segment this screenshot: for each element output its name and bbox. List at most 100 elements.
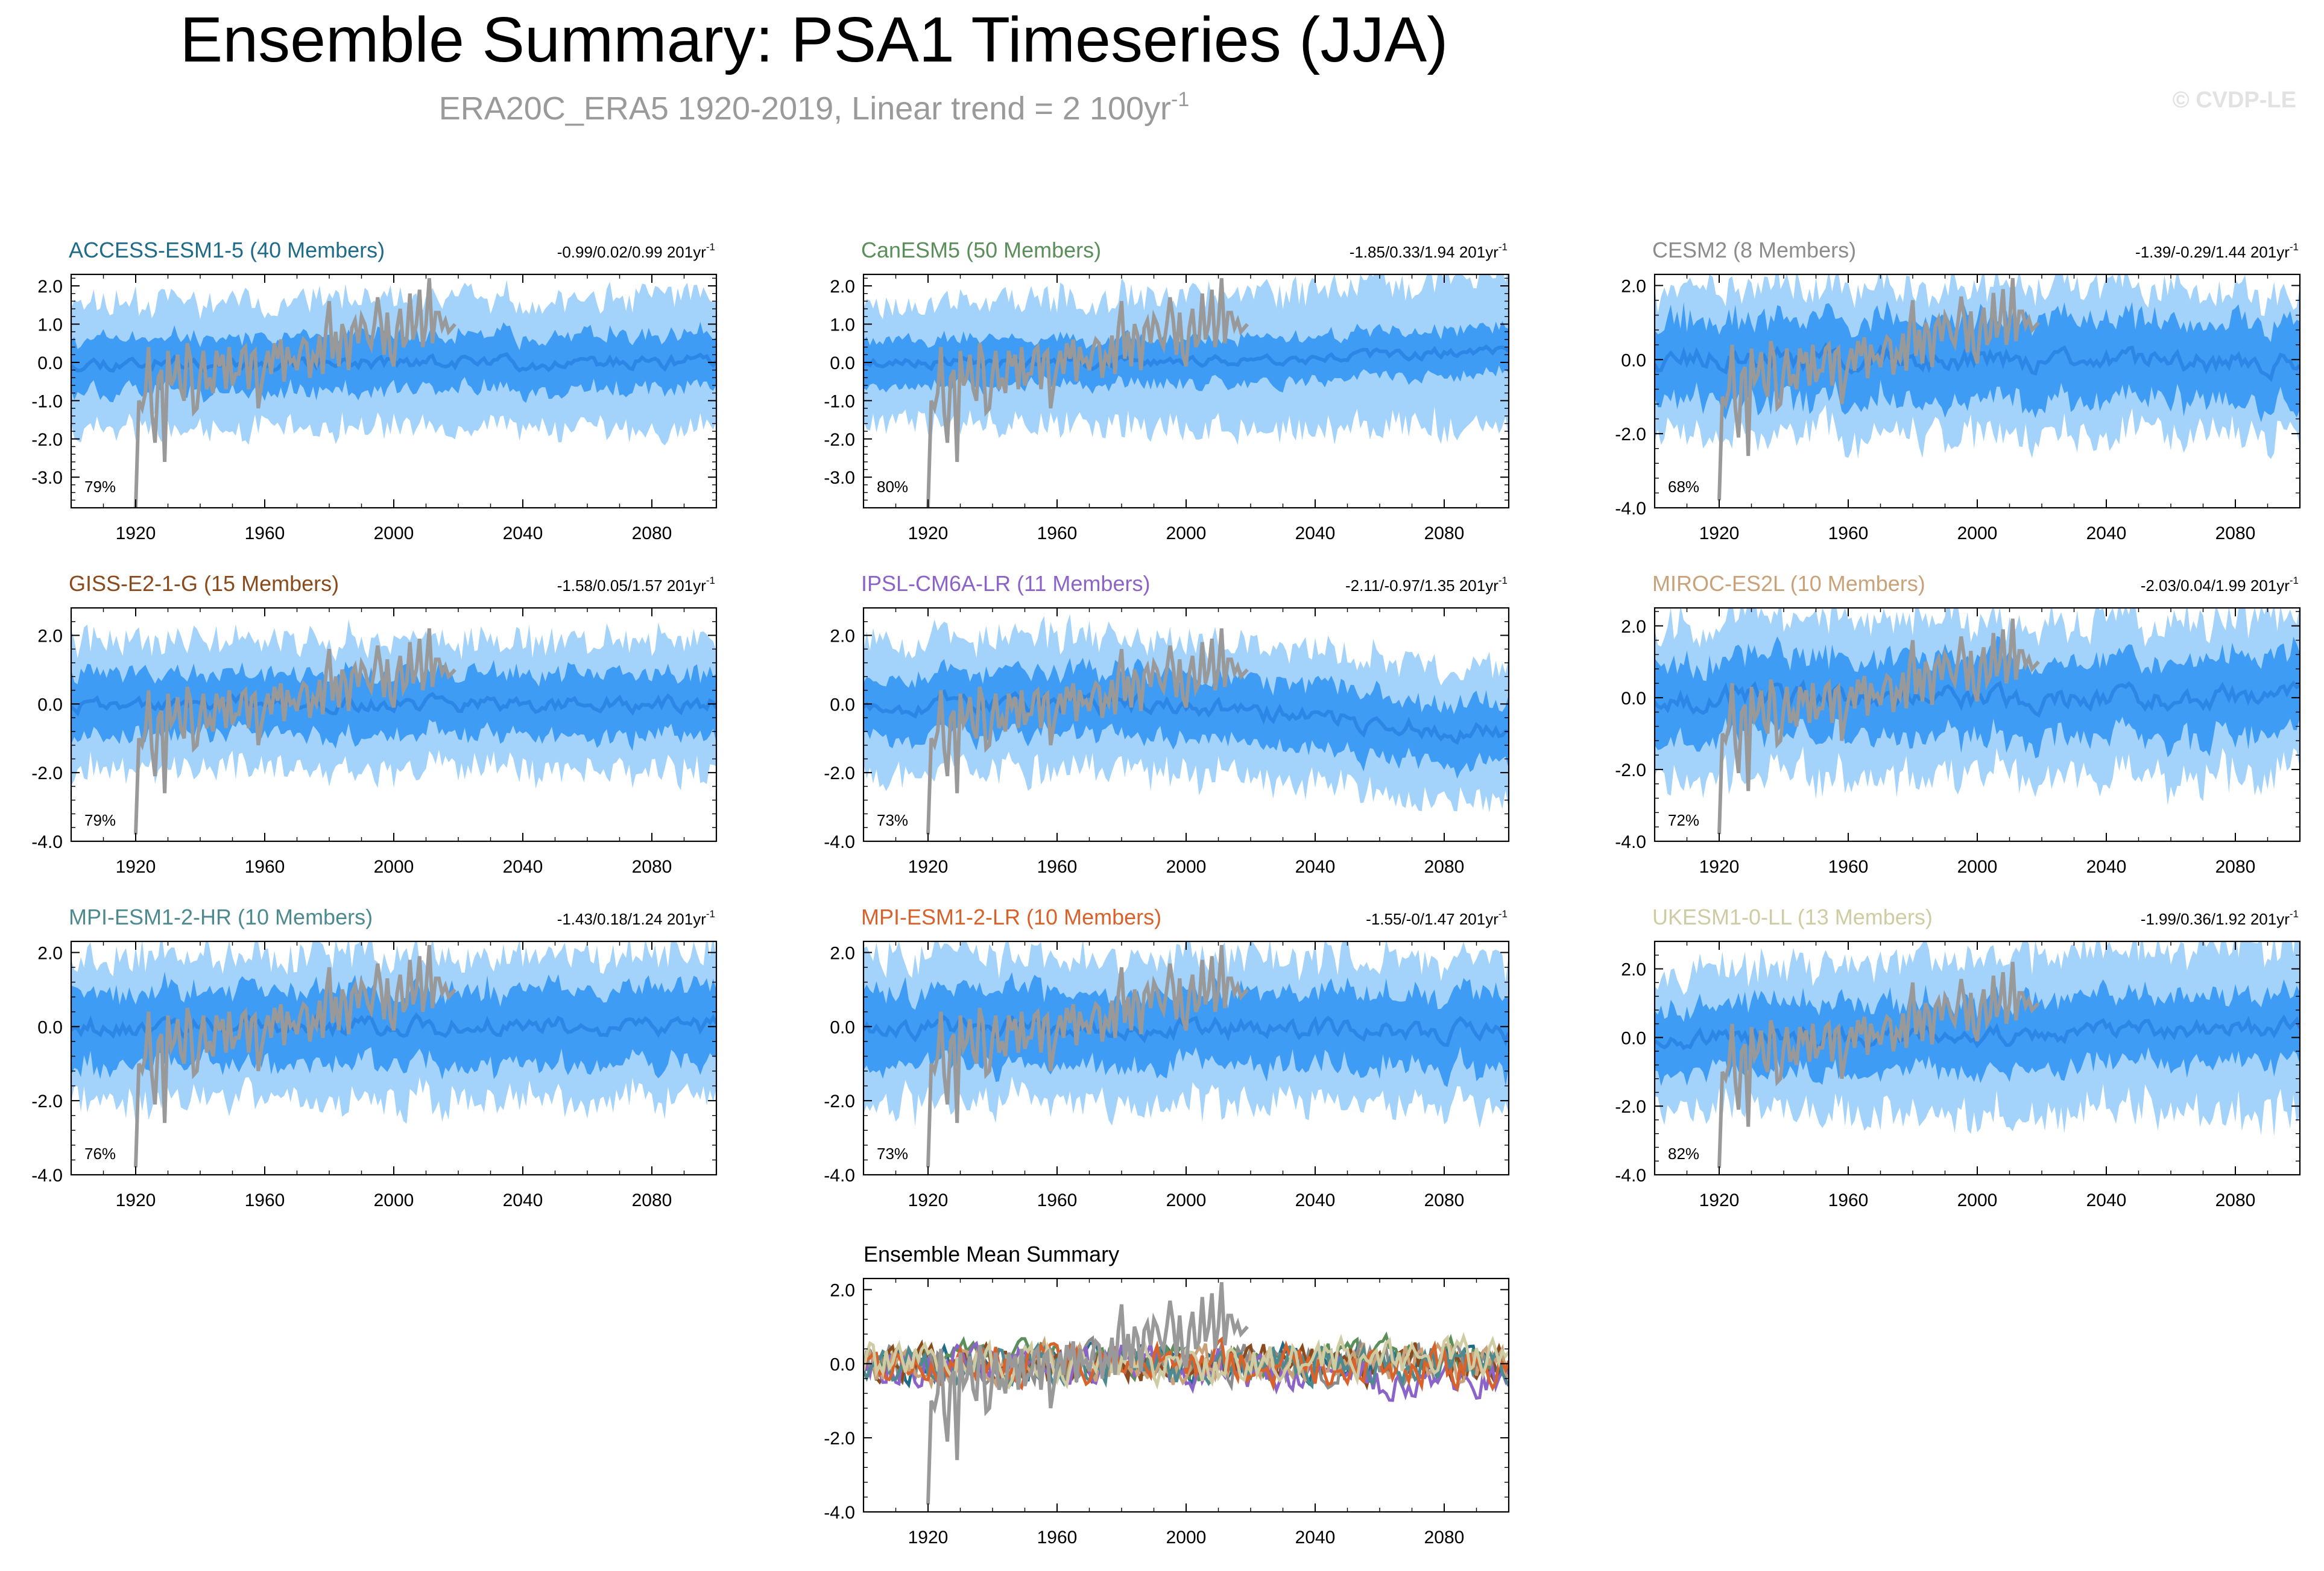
chart-panel: 2.0 0.0 -2.0 -4.0 1920 1960 2000 2040 2080 MPI-ES… [824,905,1510,1210]
observations-line [1717,618,2040,835]
pattern-correlation-label: 80% [877,478,908,496]
plot-area [1655,941,2300,1168]
x-tick-label: 2080 [632,857,672,877]
y-tick-label: 0.0 [830,695,855,715]
y-tick-label: -1.0 [824,391,855,411]
x-tick-label: 2000 [374,1190,414,1210]
observations-line [134,278,456,508]
panel-title: CanESM5 (50 Members) [861,238,1101,262]
x-tick-label: 2040 [1295,1190,1336,1210]
y-tick-label: 0.0 [830,1017,855,1037]
y-tick-label: -4.0 [31,1166,63,1186]
trend-label: -1.43/0.18/1.24 201yr-1 [557,908,715,928]
y-tick-label: 0.0 [37,1017,63,1037]
trend-superscript: -1 [2290,575,2299,586]
x-tick-label: 2080 [2215,1190,2256,1210]
observations-line [134,944,456,1168]
plot-area [1655,274,2300,501]
trend-superscript: -1 [1498,241,1508,253]
y-tick-label: -2.0 [31,430,63,450]
plot-area [71,278,716,508]
chart-panel: 2.0 0.0 -2.0 -4.0 1920 1960 2000 2040 2080 IPSL-C… [824,571,1510,877]
y-tick-label: 2.0 [830,277,855,297]
y-tick-label: -4.0 [824,1503,855,1523]
y-tick-label: 2.0 [1621,617,1646,637]
y-tick-label: 1.0 [37,315,63,335]
trend-text: -1.39/-0.29/1.44 201yr [2135,243,2290,261]
y-tick-label: -4.0 [824,832,855,852]
trend-label: -1.85/0.33/1.94 201yr-1 [1350,241,1508,261]
plot-area [71,941,716,1168]
plot-area [1655,608,2300,835]
y-tick-label: -2.0 [31,1092,63,1111]
y-tick-label: -4.0 [1615,1166,1646,1186]
x-tick-label: 2080 [1424,1190,1465,1210]
y-tick-label: 2.0 [1621,960,1646,980]
x-tick-label: 1920 [1699,857,1740,877]
observations-line [926,628,1249,835]
x-tick-label: 1920 [116,1190,156,1210]
ensemble-spread-band [864,657,1509,779]
trend-label: -2.03/0.04/1.99 201yr-1 [2141,575,2299,595]
y-tick-label: -2.0 [824,1092,855,1111]
trend-label: -1.55/-0/1.47 201yr-1 [1366,908,1508,928]
trend-label: -1.39/-0.29/1.44 201yr-1 [2135,241,2299,261]
x-tick-label: 1920 [1699,1190,1740,1210]
trend-text: -1.58/0.05/1.57 201yr [557,577,707,595]
x-tick-label: 2040 [1295,1528,1336,1547]
x-tick-label: 2040 [1295,523,1336,543]
y-tick-label: -2.0 [1615,1097,1646,1117]
trend-superscript: -1 [2290,241,2299,253]
trend-text: -0.99/0.02/0.99 201yr [557,243,707,261]
x-tick-label: 1920 [1699,523,1740,543]
x-tick-label: 1960 [1828,1190,1869,1210]
y-tick-label: -2.0 [824,763,855,783]
x-tick-label: 1960 [245,1190,285,1210]
y-tick-label: 0.0 [1621,1028,1646,1048]
chart-panel: 2.0 1.0 0.0 -1.0 -2.0 -3.0 1920 1960 2000 2040 208… [824,238,1510,543]
y-tick-label: 0.0 [1621,689,1646,709]
chart-panel: 2.0 0.0 -2.0 -4.0 1920 1960 2000 2040 2080 Ensemb… [824,1242,1510,1547]
trend-text: -1.99/0.36/1.92 201yr [2141,910,2290,928]
y-tick-label: -4.0 [824,1166,855,1186]
x-tick-label: 2000 [1166,523,1207,543]
chart-panel: 2.0 0.0 -2.0 -4.0 1920 1960 2000 2040 2080 CESM2 … [1615,238,2301,543]
y-tick-label: 0.0 [37,695,63,715]
plot-area [864,274,1509,508]
y-tick-label: 2.0 [1621,276,1646,296]
y-tick-label: 0.0 [1621,350,1646,370]
x-tick-label: 2080 [632,1190,672,1210]
watermark: © CVDP-LE [2173,87,2296,113]
y-tick-label: 0.0 [37,353,63,373]
subtitle-text: ERA20C_ERA5 1920-2019, Linear trend = 2 … [439,90,1171,127]
x-tick-label: 1960 [1828,523,1869,543]
x-tick-label: 1920 [908,1528,949,1547]
plot-area [71,619,716,835]
pattern-correlation-label: 82% [1668,1145,1699,1163]
pattern-correlation-label: 79% [84,811,116,829]
observations-line [1717,961,2040,1168]
pattern-correlation-label: 68% [1668,478,1699,496]
chart-panel: 2.0 1.0 0.0 -1.0 -2.0 -3.0 1920 1960 2000 2040 208… [31,238,718,543]
y-tick-label: -2.0 [1615,425,1646,444]
pattern-correlation-label: 73% [877,811,908,829]
y-tick-label: 2.0 [830,627,855,646]
y-tick-label: 2.0 [37,943,63,963]
observations-line [1717,277,2040,501]
x-tick-label: 2000 [374,857,414,877]
panel-title: MPI-ESM1-2-LR (10 Members) [861,905,1161,929]
trend-text: -1.85/0.33/1.94 201yr [1350,243,1499,261]
observations-line [134,628,456,835]
y-tick-label: 2.0 [830,1280,855,1300]
y-tick-label: -2.0 [1615,760,1646,780]
x-tick-label: 1960 [1037,857,1078,877]
x-tick-label: 2080 [2215,857,2256,877]
y-tick-label: -3.0 [824,468,855,488]
pattern-correlation-label: 76% [84,1145,116,1163]
y-tick-label: 0.0 [830,353,855,373]
chart-panel: 2.0 0.0 -2.0 -4.0 1920 1960 2000 2040 2080 UKESM1… [1615,905,2301,1210]
trend-superscript: -1 [1498,908,1508,920]
figure-title: Ensemble Summary: PSA1 Timeseries (JJA) [180,4,1448,75]
x-tick-label: 1960 [245,857,285,877]
